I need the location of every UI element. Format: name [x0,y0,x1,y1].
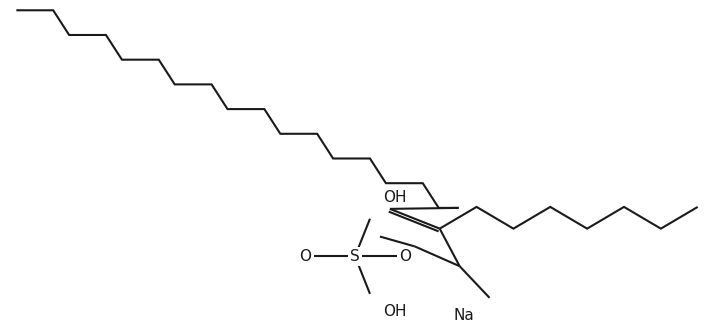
Text: Na: Na [454,308,475,323]
Text: OH: OH [383,304,407,319]
Text: O: O [299,249,311,264]
Text: OH: OH [383,190,407,205]
Text: O: O [399,249,411,264]
Text: S: S [350,249,360,264]
